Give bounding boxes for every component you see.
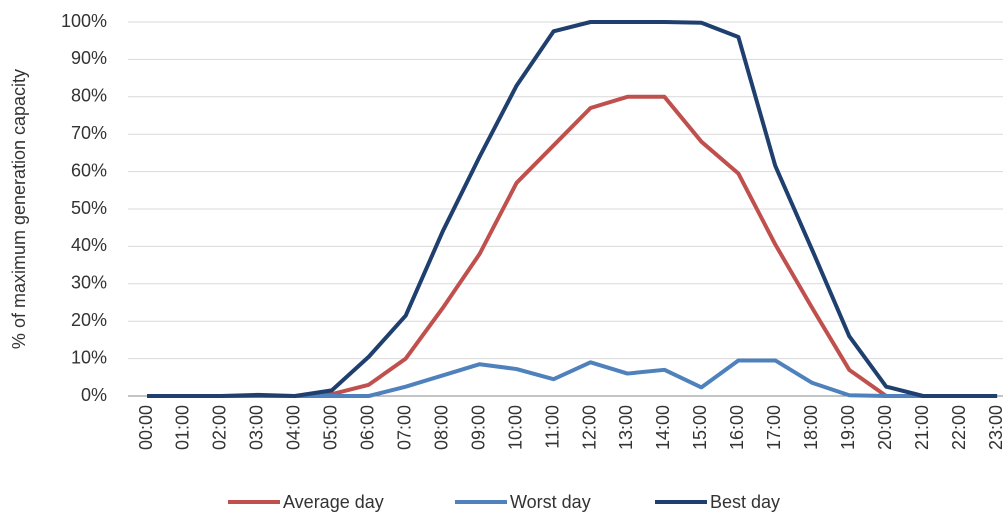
x-tick-label: 21:00 <box>912 405 932 450</box>
x-tick-label: 05:00 <box>321 405 341 450</box>
y-tick-label: 100% <box>61 11 107 31</box>
x-tick-label: 09:00 <box>468 405 488 450</box>
x-tick-label: 17:00 <box>764 405 784 450</box>
legend-label: Best day <box>710 492 780 512</box>
legend-label: Worst day <box>510 492 591 512</box>
x-tick-label: 14:00 <box>653 405 673 450</box>
x-tick-label: 18:00 <box>801 405 821 450</box>
y-tick-label: 0% <box>81 385 107 405</box>
series-line <box>147 20 998 398</box>
x-tick-label: 11:00 <box>542 405 562 449</box>
x-tick-label: 13:00 <box>616 405 636 450</box>
x-tick-label: 04:00 <box>284 405 304 450</box>
x-tick-label: 03:00 <box>247 405 267 450</box>
x-tick-label: 06:00 <box>358 405 378 450</box>
y-tick-label: 90% <box>71 48 107 68</box>
y-axis-label: % of maximum generation capacity <box>9 69 29 349</box>
x-tick-label: 15:00 <box>690 405 710 450</box>
y-tick-label: 50% <box>71 198 107 218</box>
y-tick-label: 20% <box>71 310 107 330</box>
y-tick-label: 40% <box>71 235 107 255</box>
y-tick-label: 80% <box>71 86 107 106</box>
y-tick-label: 30% <box>71 273 107 293</box>
x-tick-label: 12:00 <box>579 405 599 450</box>
x-tick-label: 23:00 <box>986 405 1005 450</box>
x-tick-label: 22:00 <box>949 405 969 450</box>
x-tick-label: 00:00 <box>136 405 156 450</box>
x-tick-label: 20:00 <box>875 405 895 450</box>
x-tick-label: 08:00 <box>431 405 451 450</box>
x-tick-label: 10:00 <box>505 405 525 450</box>
x-tick-label: 16:00 <box>727 405 747 450</box>
y-tick-label: 70% <box>71 123 107 143</box>
x-tick-label: 02:00 <box>210 405 230 450</box>
x-tick-label: 19:00 <box>838 405 858 450</box>
x-tick-label: 07:00 <box>394 405 414 450</box>
y-tick-label: 10% <box>71 347 107 367</box>
x-tick-label: 01:00 <box>173 405 193 450</box>
y-tick-label: 60% <box>71 160 107 180</box>
legend-label: Average day <box>283 492 384 512</box>
